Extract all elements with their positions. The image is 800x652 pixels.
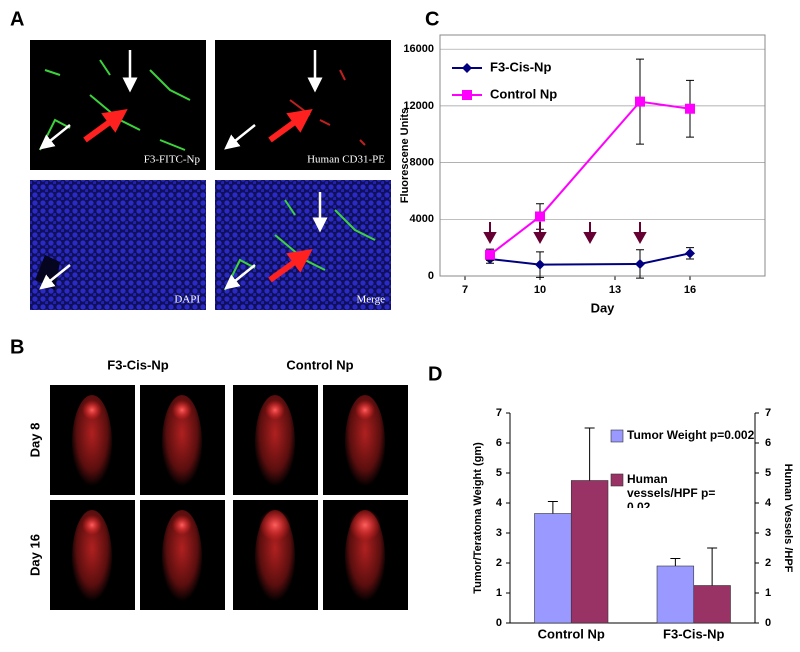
panel-label: C <box>425 8 439 30</box>
image-label: DAPI <box>174 294 200 306</box>
x-tick-label: Control Np <box>538 626 605 641</box>
signal <box>82 400 102 420</box>
mouse-body <box>162 510 202 606</box>
mouse-body <box>345 395 385 491</box>
y-tick-label: 4 <box>496 497 503 509</box>
micrograph <box>30 180 206 310</box>
x-axis-label: Day <box>591 300 616 315</box>
panel-b: B F3-Cis-Np Control Np Day 8 Day 16 <box>10 336 408 610</box>
y-tick-label: 8000 <box>410 156 434 168</box>
panel-label: B <box>10 336 24 358</box>
y-tick-label: 6 <box>496 437 502 449</box>
x-tick-label: 7 <box>462 284 468 296</box>
dose-arrow <box>533 222 547 245</box>
y2-tick-label: 1 <box>765 587 771 599</box>
error-bar <box>670 558 681 566</box>
panel-label: D <box>428 363 442 385</box>
dose-arrow <box>483 222 497 245</box>
marker <box>535 259 545 270</box>
signal <box>265 400 285 420</box>
y2-tick-label: 0 <box>765 617 771 629</box>
y-tick-label: 16000 <box>403 43 434 55</box>
y-axis-label: Tumor/Teratoma Weight (gm) <box>472 442 484 594</box>
legend-label: F3-Cis-Np <box>490 59 551 74</box>
signal <box>259 509 291 541</box>
y-tick-label: 1 <box>496 587 502 599</box>
legend-label: Tumor Weight p=0.002 <box>627 428 755 442</box>
x-tick-label: 16 <box>684 284 696 296</box>
legend-label: Control Np <box>490 86 557 101</box>
legend-label-box: Human vessels/HPF p= 0.02 <box>627 472 716 508</box>
bar <box>693 585 731 624</box>
legend-swatch <box>610 429 624 443</box>
image-label: Merge <box>356 294 385 306</box>
legend-swatch <box>610 473 624 487</box>
marker <box>685 248 695 259</box>
y-tick-label: 0 <box>496 617 502 629</box>
signal <box>172 515 192 535</box>
bar <box>570 480 609 624</box>
panel-label: A <box>10 8 24 30</box>
x-tick-label: 13 <box>609 284 621 296</box>
y-tick-label: 4000 <box>410 213 434 225</box>
column-label: F3-Cis-Np <box>107 357 168 372</box>
y2-tick-label: 2 <box>765 557 771 569</box>
y2-tick-label: 7 <box>765 407 771 419</box>
y2-tick-label: 5 <box>765 467 771 479</box>
y-tick-label: 12000 <box>403 100 434 112</box>
error-bar <box>584 427 595 481</box>
mouse-body <box>162 395 202 491</box>
signal <box>172 400 192 420</box>
legend-label-box: Tumor Weight p=0.002 <box>627 428 755 442</box>
y-tick-label: 0 <box>428 270 434 282</box>
marker <box>635 96 645 107</box>
marker <box>685 103 695 114</box>
error-bar <box>547 501 558 514</box>
signal <box>82 515 102 535</box>
series-line <box>489 252 691 266</box>
series-line <box>489 100 691 256</box>
legend-label: Human vessels/HPF p= 0.02 <box>627 472 716 508</box>
bar <box>656 565 695 624</box>
y-tick-label: 2 <box>496 557 502 569</box>
x-tick-label: 10 <box>534 284 546 296</box>
marker <box>635 258 645 269</box>
legend-marker <box>462 90 472 100</box>
y-tick-label: 3 <box>496 527 502 539</box>
micrograph <box>215 180 391 310</box>
y-tick-label: 7 <box>496 407 502 419</box>
row-label: Day 16 <box>27 534 42 576</box>
y2-tick-label: 3 <box>765 527 771 539</box>
dose-arrow <box>583 222 597 245</box>
signal <box>355 400 375 420</box>
mouse-body <box>72 395 112 491</box>
row-label: Day 8 <box>27 423 42 458</box>
marker <box>485 249 495 260</box>
legend-marker <box>462 63 472 73</box>
mouse-body <box>72 510 112 606</box>
y-tick-label: 5 <box>496 467 502 479</box>
y2-tick-label: 6 <box>765 437 771 449</box>
y-axis-label: Fluorescene Units <box>399 108 411 203</box>
signal <box>349 509 381 541</box>
image-label: Human CD31-PE <box>307 154 385 166</box>
y2-tick-label: 4 <box>765 497 772 509</box>
y2-axis-label: Human Vessels /HPF <box>782 464 794 573</box>
dose-arrow <box>633 222 647 245</box>
panel-a: A F3-FITC-Np Human CD31-PE DAPI Merge <box>10 8 391 310</box>
x-tick-label: F3-Cis-Np <box>663 626 724 641</box>
mouse-body <box>255 395 295 491</box>
bar <box>534 513 572 624</box>
micrograph <box>30 40 206 170</box>
marker <box>535 211 545 222</box>
column-label: Control Np <box>286 357 353 372</box>
error-bar <box>707 547 718 586</box>
image-label: F3-FITC-Np <box>144 154 201 166</box>
plot-frame <box>439 34 766 277</box>
axes <box>509 413 756 624</box>
micrograph <box>215 40 391 170</box>
